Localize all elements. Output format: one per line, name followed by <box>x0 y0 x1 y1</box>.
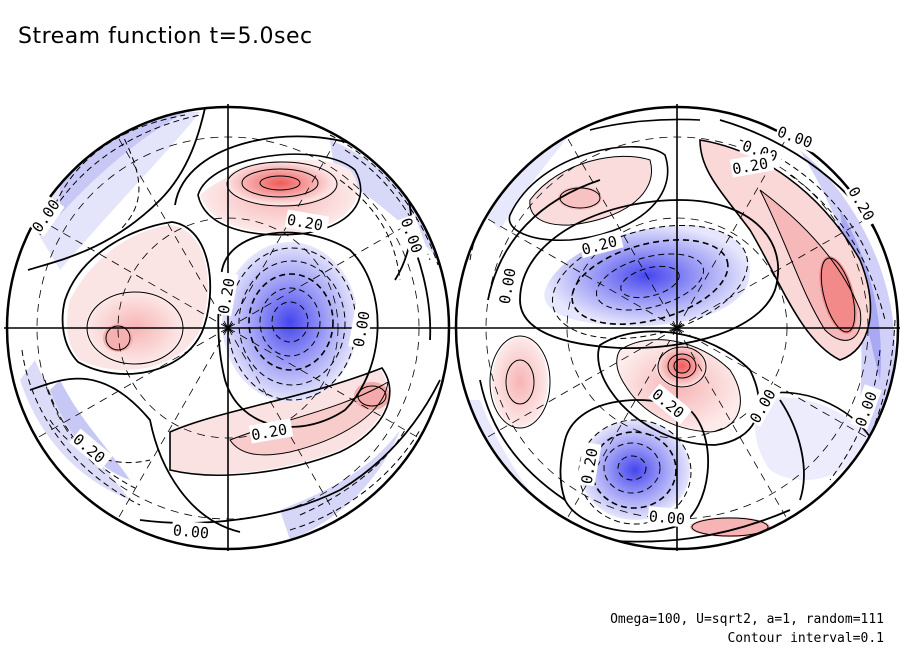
left-contour-labels: 0.00 0.20 0.00 0.20 0.00 0.20 0.20 0.00 <box>27 195 429 542</box>
contour-label: 0.00 <box>350 310 374 349</box>
plot-title: Stream function t=5.0sec <box>18 24 313 49</box>
contour-label: 0.20 <box>731 154 770 178</box>
parameters-caption: Omega=100, U=sqrt2, a=1, random=111 <box>610 612 884 627</box>
contour-label: 0.20 <box>215 277 239 316</box>
contour-label: 0.20 <box>578 447 602 486</box>
contour-label: 0.00 <box>172 521 210 542</box>
contour-label: 0.20 <box>286 211 325 235</box>
pole-markers <box>222 322 683 334</box>
contour-label: 0.20 <box>250 420 289 444</box>
contour-label: 0.00 <box>648 507 686 528</box>
contour-interval-caption: Contour interval=0.1 <box>727 631 884 646</box>
contour-label: 0.00 <box>496 267 520 306</box>
